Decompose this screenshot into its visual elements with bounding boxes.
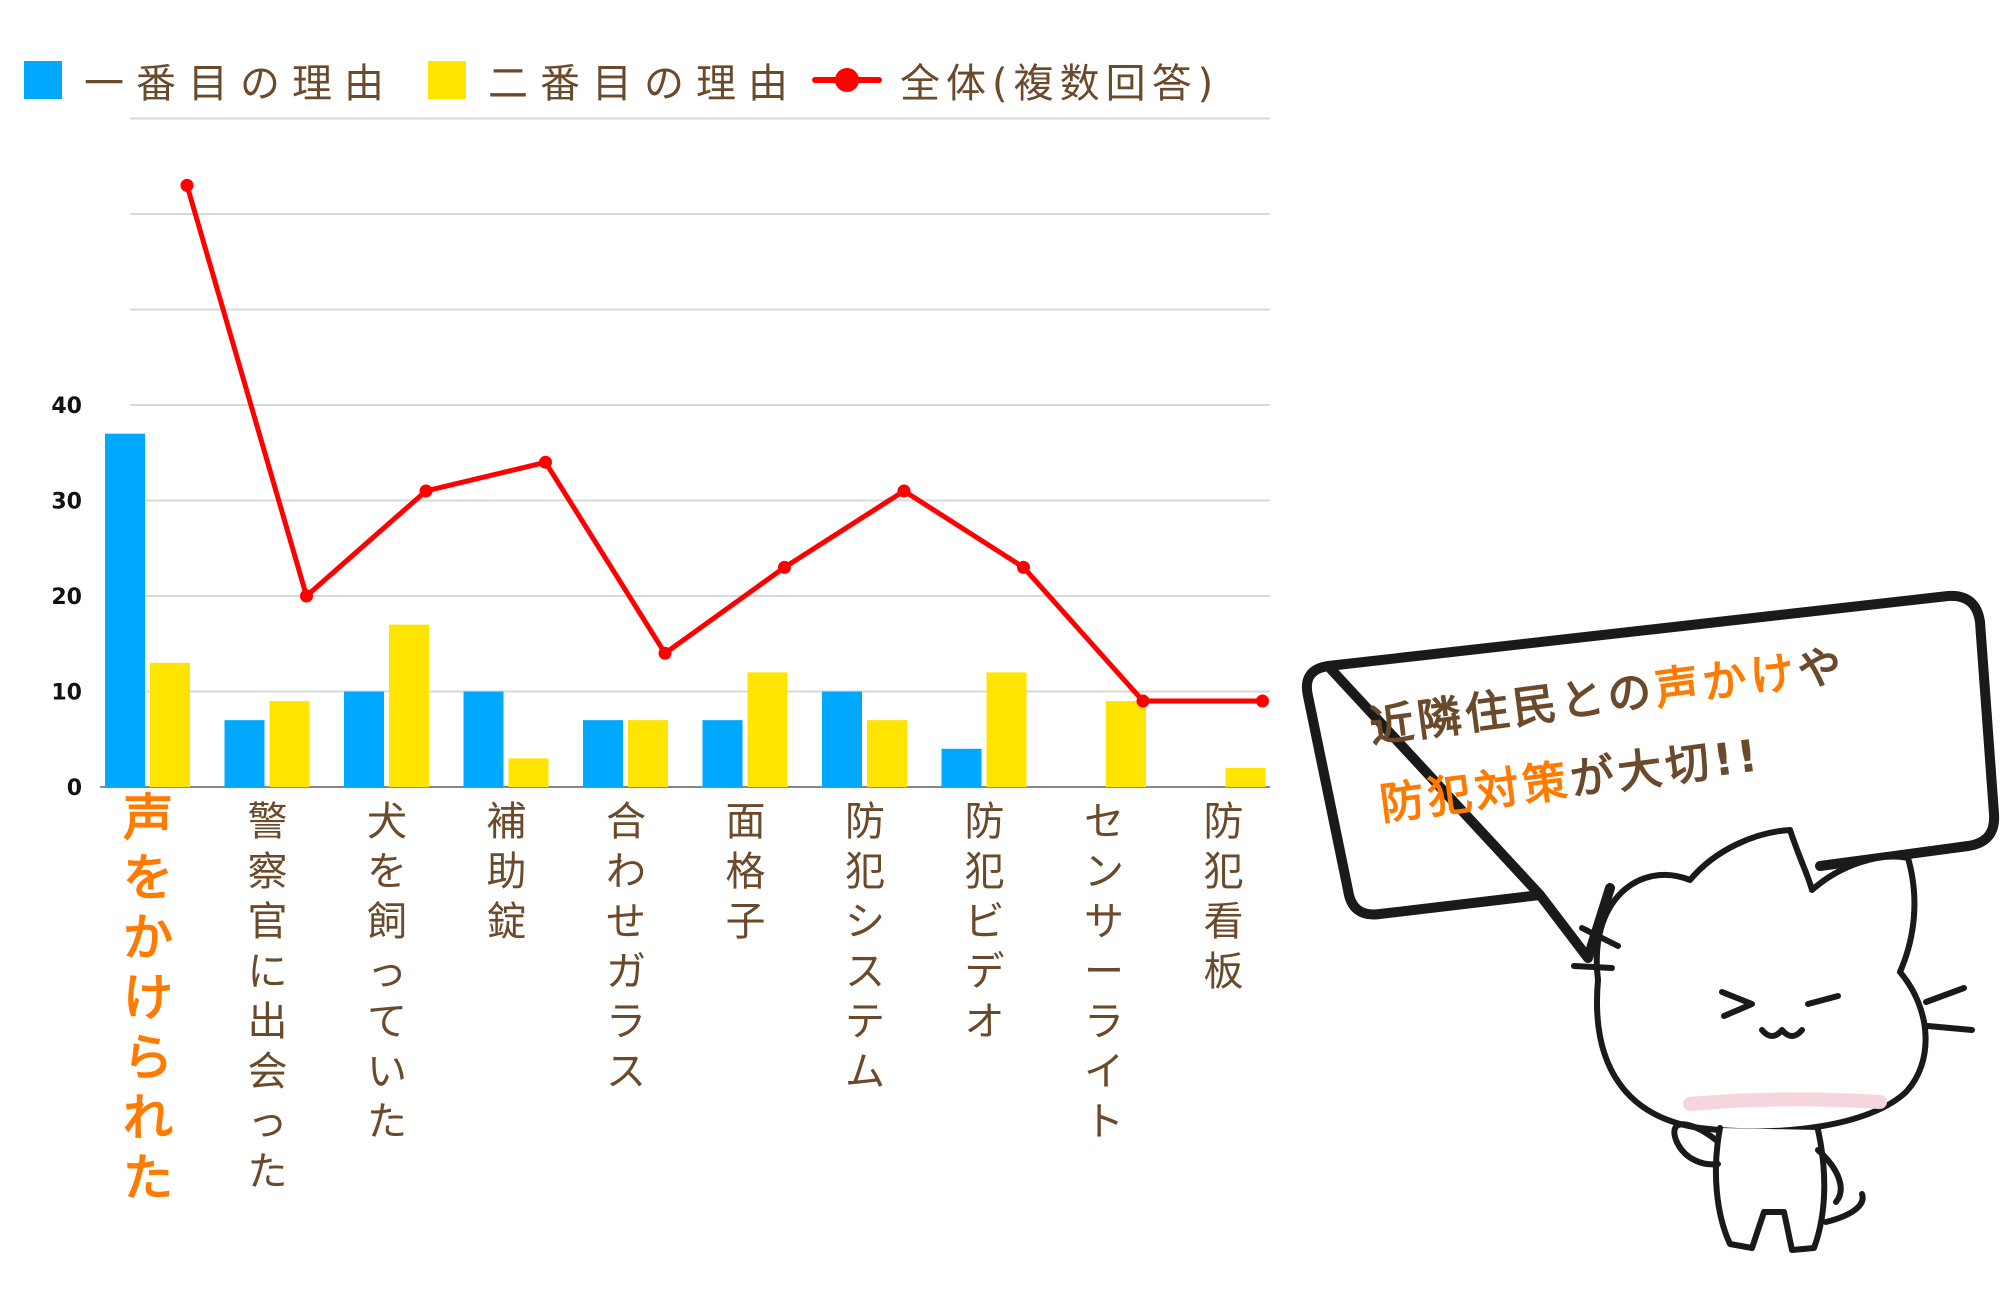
x-axis-labels: 声をかけられた 警察官に出会った 犬を飼っていた 補助錠 合わせガラス 面格子 防犯システム… bbox=[123, 789, 1244, 1207]
bar-first-reason bbox=[463, 691, 504, 787]
line-point bbox=[778, 560, 791, 574]
line-overall bbox=[184, 184, 1263, 704]
cat-right-eye bbox=[1805, 993, 1841, 1007]
x-category-label: センサーライト bbox=[1084, 799, 1124, 1145]
line-point bbox=[300, 589, 313, 603]
legend-swatch-series-1 bbox=[24, 61, 62, 99]
bar-second-reason bbox=[150, 662, 190, 787]
bar-first-reason bbox=[822, 691, 862, 787]
cat-left-arm bbox=[1671, 1121, 1721, 1168]
line-point bbox=[897, 484, 911, 498]
cat-head bbox=[1593, 827, 1929, 1135]
y-tick-label: 20 bbox=[51, 585, 82, 610]
bar-second-reason bbox=[508, 758, 549, 787]
y-tick-label: 30 bbox=[51, 490, 82, 515]
legend-line-marker bbox=[812, 61, 882, 99]
line-point bbox=[539, 455, 552, 469]
line-point bbox=[658, 646, 672, 660]
bar-first-reason bbox=[105, 433, 145, 787]
callout-text-3: が大切!! bbox=[1567, 730, 1765, 806]
line-point bbox=[180, 178, 194, 192]
bar-second-reason bbox=[986, 672, 1027, 787]
line-point bbox=[1136, 694, 1150, 708]
x-category-label: 防犯看板 bbox=[1204, 799, 1244, 995]
x-category-label: 合わせガラス bbox=[606, 799, 646, 1095]
bar-second-reason bbox=[1106, 701, 1146, 787]
cat-mouth bbox=[1759, 1027, 1805, 1039]
y-tick-label: 40 bbox=[51, 394, 82, 419]
cat-tail bbox=[1823, 1191, 1866, 1225]
x-category-label: 声をかけられた bbox=[123, 789, 173, 1207]
cat-left-eye bbox=[1719, 989, 1755, 1019]
x-category-label: 犬を飼っていた bbox=[367, 799, 407, 1145]
cat-blush bbox=[1683, 1092, 1887, 1111]
speech-bubble-tail bbox=[1535, 883, 1615, 963]
cat-body bbox=[1712, 1125, 1828, 1253]
line-point bbox=[1017, 560, 1030, 574]
legend-item-series-2: 二番目の理由 bbox=[428, 52, 800, 108]
legend-item-series-1: 一番目の理由 bbox=[24, 52, 396, 108]
legend-label-series-3: 全体(複数回答) bbox=[900, 61, 1220, 107]
line-point bbox=[419, 484, 433, 498]
y-tick-label: 0 bbox=[67, 776, 82, 801]
bar-first-reason bbox=[583, 720, 623, 787]
x-category-label: 面格子 bbox=[726, 799, 766, 945]
y-tick-label: 10 bbox=[51, 681, 82, 706]
grid-lines bbox=[100, 117, 1270, 788]
legend-item-series-3: 全体(複数回答) bbox=[812, 52, 1219, 108]
callout-text-2: や bbox=[1794, 640, 1849, 698]
legend-label-series-1: 一番目の理由 bbox=[84, 61, 396, 107]
y-axis-ticks: 0 10 20 30 40 bbox=[51, 394, 82, 801]
speech-bubble bbox=[1302, 590, 2000, 963]
bar-second-reason bbox=[628, 720, 668, 787]
bar-second-reason bbox=[1225, 767, 1266, 787]
line-series bbox=[180, 178, 1269, 708]
x-category-label: 防犯ビデオ bbox=[965, 799, 1005, 1045]
bar-second-reason bbox=[269, 701, 310, 787]
bar-second-reason bbox=[867, 720, 907, 787]
bar-first-reason bbox=[941, 748, 982, 787]
callout-highlight-2: 防犯対策 bbox=[1376, 755, 1574, 831]
cat-whiskers bbox=[1571, 925, 1975, 1033]
x-category-label: 警察官に出会った bbox=[248, 799, 288, 1195]
line-point bbox=[1256, 694, 1269, 708]
bar-first-reason bbox=[344, 691, 384, 787]
bar-second-reason bbox=[389, 624, 429, 787]
callout-highlight-1: 声かけ bbox=[1651, 646, 1802, 716]
x-category-label: 防犯システム bbox=[845, 799, 885, 1095]
speech-bubble-body bbox=[1302, 590, 2000, 920]
legend-swatch-series-2 bbox=[428, 61, 466, 99]
cat-mascot bbox=[1571, 827, 1975, 1253]
cat-right-arm bbox=[1815, 1147, 1844, 1205]
bar-first-reason bbox=[702, 720, 743, 787]
bar-second-reason bbox=[747, 672, 788, 787]
legend-label-series-2: 二番目の理由 bbox=[488, 61, 800, 107]
x-category-label: 補助錠 bbox=[487, 799, 527, 945]
bar-first-reason bbox=[224, 720, 265, 787]
bar-marks bbox=[105, 433, 1266, 787]
